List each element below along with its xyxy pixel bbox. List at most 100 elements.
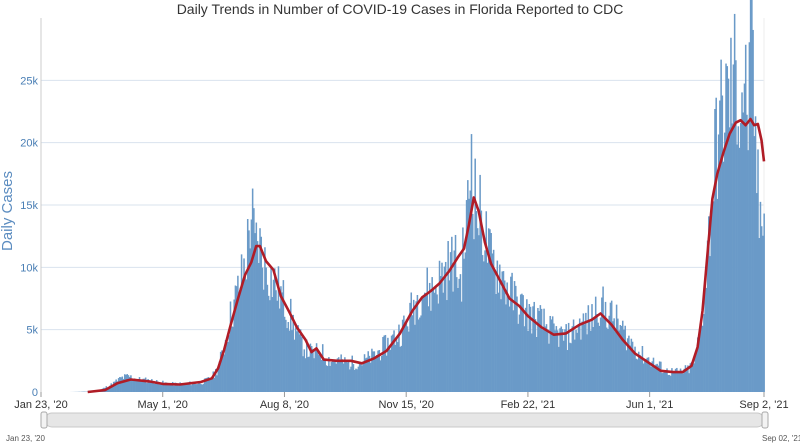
daily-cases-bar	[318, 355, 320, 392]
daily-cases-bar	[243, 258, 245, 392]
daily-cases-bar	[468, 198, 470, 392]
daily-cases-bar	[282, 280, 285, 392]
daily-cases-bar	[619, 325, 622, 392]
daily-cases-bar	[457, 288, 459, 392]
daily-cases-bar	[484, 250, 486, 392]
range-slider[interactable]	[40, 411, 769, 429]
daily-cases-bar	[743, 83, 746, 393]
daily-cases-bar	[612, 321, 614, 392]
daily-cases-bar	[526, 299, 528, 392]
daily-cases-bar	[239, 287, 242, 392]
daily-cases-bar	[369, 362, 372, 392]
daily-cases-bar	[385, 355, 388, 392]
daily-cases-bar	[408, 331, 410, 392]
daily-cases-bar	[475, 211, 478, 392]
daily-cases-bar	[309, 343, 312, 392]
daily-cases-bar	[286, 328, 288, 392]
daily-cases-bar	[326, 366, 329, 392]
daily-cases-bar	[676, 367, 678, 392]
daily-cases-bar	[650, 366, 652, 392]
daily-cases-bar	[292, 314, 294, 392]
daily-cases-bar	[123, 374, 126, 392]
daily-cases-bar	[158, 384, 160, 392]
daily-cases-bar	[538, 310, 540, 392]
daily-cases-bar	[189, 381, 191, 392]
daily-cases-bar	[138, 377, 141, 392]
daily-cases-bar	[155, 380, 158, 392]
daily-cases-bar	[740, 122, 742, 392]
daily-cases-bar	[742, 112, 745, 393]
daily-cases-bar	[754, 116, 757, 392]
daily-cases-bar	[275, 290, 277, 392]
daily-cases-bar	[289, 298, 292, 392]
daily-cases-bar	[566, 350, 569, 392]
daily-cases-bar	[234, 285, 237, 392]
daily-cases-bar	[528, 304, 531, 392]
range-slider-left-handle[interactable]	[40, 411, 48, 429]
daily-cases-bar	[476, 228, 479, 392]
daily-cases-bar	[139, 380, 142, 392]
daily-cases-bar	[431, 277, 433, 392]
daily-cases-bar	[609, 302, 612, 392]
daily-cases-bar	[163, 383, 165, 392]
daily-cases-bar	[376, 354, 378, 392]
daily-cases-bar	[294, 327, 297, 392]
daily-cases-bar	[280, 286, 282, 392]
daily-cases-bar	[614, 332, 617, 392]
range-slider-right-handle[interactable]	[761, 411, 769, 429]
gridlines	[40, 18, 765, 392]
daily-cases-bar	[473, 239, 475, 392]
daily-cases-bar	[507, 297, 510, 392]
daily-cases-bar	[682, 373, 684, 392]
daily-cases-bar	[690, 362, 693, 392]
daily-cases-bar	[660, 361, 662, 392]
daily-cases-bar	[629, 345, 631, 392]
daily-cases-bar	[360, 363, 362, 392]
daily-cases-bar	[641, 345, 644, 392]
daily-cases-bar	[409, 302, 411, 392]
daily-cases-bar	[187, 383, 190, 392]
daily-cases-bar	[368, 355, 371, 392]
daily-cases-bar	[546, 329, 549, 392]
daily-cases-bar	[180, 383, 183, 392]
daily-cases-bar	[374, 357, 377, 392]
daily-cases-bar	[216, 375, 218, 392]
daily-cases-bar	[634, 346, 636, 392]
daily-cases-bar	[511, 272, 513, 392]
daily-cases-bar	[556, 330, 559, 392]
daily-cases-bar	[602, 286, 604, 392]
daily-cases-bar	[202, 383, 205, 392]
daily-cases-bar	[542, 329, 544, 392]
daily-cases-bar	[741, 92, 743, 392]
daily-cases-bar	[639, 354, 641, 392]
daily-cases-bar	[312, 348, 314, 392]
daily-cases-bar	[478, 235, 480, 392]
daily-cases-bar	[687, 365, 689, 392]
daily-cases-bar	[127, 375, 130, 392]
daily-cases-bars	[69, 0, 765, 393]
daily-cases-bar	[248, 230, 250, 392]
daily-cases-bar	[266, 284, 269, 392]
daily-cases-bar	[574, 339, 576, 392]
daily-cases-bar	[421, 296, 424, 392]
daily-cases-bar	[537, 307, 539, 392]
daily-cases-bar	[259, 228, 261, 392]
daily-cases-bar	[437, 303, 440, 392]
daily-cases-bar	[194, 382, 196, 392]
daily-cases-bar	[647, 357, 650, 392]
daily-cases-bar	[238, 292, 240, 392]
daily-cases-bar	[213, 377, 216, 392]
daily-cases-bar	[748, 42, 751, 392]
rolling-average-line	[87, 117, 766, 394]
range-slider-track[interactable]	[44, 412, 765, 428]
daily-cases-bar	[186, 383, 189, 392]
daily-cases-bar	[307, 357, 309, 392]
daily-cases-bar	[126, 374, 128, 392]
daily-cases-bar	[446, 300, 448, 392]
daily-cases-bar	[265, 267, 267, 392]
daily-cases-bar	[708, 216, 710, 392]
daily-cases-bar	[621, 320, 624, 392]
daily-cases-bar	[416, 295, 419, 392]
daily-cases-bar	[474, 158, 476, 392]
daily-cases-bar	[715, 97, 717, 393]
